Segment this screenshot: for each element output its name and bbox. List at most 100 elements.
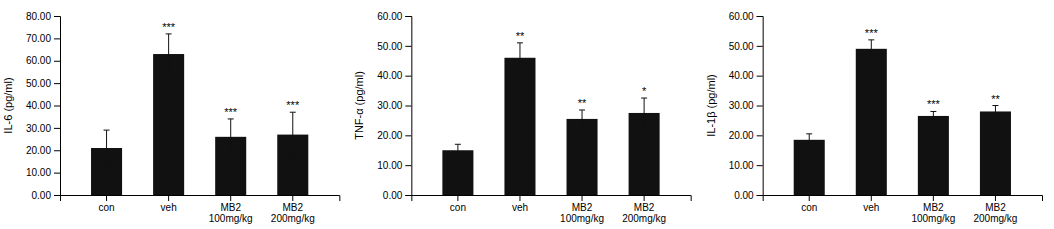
y-tick-label: 40.00 [377, 70, 402, 81]
y-tick-mark [54, 61, 60, 62]
x-tick-label-line: MB2 [572, 202, 593, 213]
x-tick-label-line: MB2 [985, 202, 1006, 213]
y-tick-label: 60.00 [26, 55, 51, 66]
x-tick-label-line: 200mg/kg [622, 213, 666, 224]
x-tick-label: con [450, 202, 466, 213]
y-tick-label: 80.00 [26, 11, 51, 22]
x-tick-label-line: 100mg/kg [560, 213, 604, 224]
y-tick: 20.00 [729, 130, 763, 141]
bar [980, 111, 1011, 195]
y-tick-label: 60.00 [729, 11, 754, 22]
y-tick-mark [405, 135, 411, 136]
error-bar [290, 112, 296, 157]
x-tick: con [450, 195, 466, 213]
error-bar [517, 43, 523, 73]
y-tick: 50.00 [26, 78, 60, 89]
x-tick-label: MB2200mg/kg [973, 202, 1017, 224]
x-tick-mark [292, 195, 293, 201]
y-tick-mark [405, 46, 411, 47]
x-tick: MB2200mg/kg [622, 195, 666, 224]
y-tick-mark [757, 46, 763, 47]
x-tick-label-line: MB2 [220, 202, 241, 213]
y-tick-label: 50.00 [26, 78, 51, 89]
y-tick-mark [757, 76, 763, 77]
x-tick-label-line: con [801, 202, 817, 213]
y-tick-label: 50.00 [377, 41, 402, 52]
x-tick-mark [933, 195, 934, 201]
y-tick-mark [405, 195, 411, 196]
y-axis-title: IL-6 (pg/ml) [2, 77, 14, 133]
significance-label: ** [516, 30, 525, 42]
panel: 0.0010.0020.0030.0040.0050.0060.00conveh… [705, 11, 1043, 224]
y-tick: 0.00 [383, 190, 411, 201]
y-axis-title: TNF-α (pg/ml) [353, 71, 365, 140]
y-tick-label: 20.00 [26, 145, 51, 156]
y-tick: 10.00 [729, 160, 763, 171]
y-tick-label: 10.00 [26, 167, 51, 178]
bar [567, 119, 598, 195]
y-tick-label: 30.00 [729, 100, 754, 111]
y-tick: 80.00 [26, 11, 60, 22]
x-tick-label: MB2100mg/kg [209, 202, 253, 224]
x-axis-line [412, 196, 691, 202]
x-tick-label: MB2100mg/kg [911, 202, 955, 224]
x-tick-label-line: 100mg/kg [911, 213, 955, 224]
panel: 0.00 10.00 20.00 30.00 40.00 50.00 60.00 70.00 8… [2, 11, 340, 224]
y-tick: 40.00 [729, 70, 763, 81]
y-axis-line [405, 17, 412, 196]
error-bar [579, 110, 585, 128]
y-tick-mark [405, 165, 411, 166]
x-tick-label-line: 200mg/kg [973, 213, 1017, 224]
y-tick: 20.00 [377, 130, 411, 141]
error-bar [930, 111, 936, 120]
x-tick-label: veh [161, 202, 177, 213]
y-tick: 30.00 [26, 123, 60, 134]
x-tick-mark [582, 195, 583, 201]
error-bar [641, 98, 647, 128]
significance-label: *** [224, 106, 238, 118]
y-tick: 20.00 [26, 145, 60, 156]
x-tick-label-line: MB2 [282, 202, 303, 213]
x-tick-label: MB2100mg/kg [560, 202, 604, 224]
x-axis: convehMB2100mg/kgMB2200mg/kg [763, 195, 1042, 224]
x-tick-mark [168, 195, 169, 201]
y-tick-label: 0.00 [734, 190, 754, 201]
plot-area [794, 40, 1011, 195]
plot-area [91, 34, 308, 195]
y-tick-label: 50.00 [729, 41, 754, 52]
y-tick-mark [405, 76, 411, 77]
x-tick: MB2200mg/kg [271, 195, 315, 224]
x-tick-label-line: MB2 [923, 202, 944, 213]
x-axis-line [61, 196, 340, 202]
bar [504, 58, 535, 195]
y-tick-label: 30.00 [377, 100, 402, 111]
x-tick: MB2100mg/kg [911, 195, 955, 224]
y-tick: 50.00 [729, 41, 763, 52]
y-tick-mark [405, 106, 411, 107]
x-tick-label-line: con [98, 202, 114, 213]
y-tick: 50.00 [377, 41, 411, 52]
y-tick-label: 10.00 [729, 160, 754, 171]
y-tick-label: 70.00 [26, 33, 51, 44]
figure: 0.00 10.00 20.00 30.00 40.00 50.00 60.00 70.00 8… [0, 0, 1054, 229]
y-tick-mark [54, 106, 60, 107]
x-tick-label: MB2200mg/kg [271, 202, 315, 224]
y-tick: 40.00 [26, 100, 60, 111]
y-tick: 30.00 [729, 100, 763, 111]
y-tick: 40.00 [377, 70, 411, 81]
y-tick: 0.00 [32, 190, 60, 201]
significance-label: *** [162, 21, 176, 33]
y-tick-label: 40.00 [729, 70, 754, 81]
x-axis: con veh MB2100mg/kg MB2200mg/kg [61, 195, 340, 224]
y-tick-mark [757, 195, 763, 196]
x-tick-mark [106, 195, 107, 201]
y-tick-label: 0.00 [383, 190, 403, 201]
x-tick-mark [809, 195, 810, 201]
error-bar [806, 134, 812, 146]
y-tick-mark [54, 128, 60, 129]
y-tick: 60.00 [377, 11, 411, 22]
y-tick: 60.00 [26, 55, 60, 66]
x-tick-label-line: MB2 [634, 202, 655, 213]
x-tick-label: MB2200mg/kg [622, 202, 666, 224]
x-tick: MB2100mg/kg [560, 195, 604, 224]
